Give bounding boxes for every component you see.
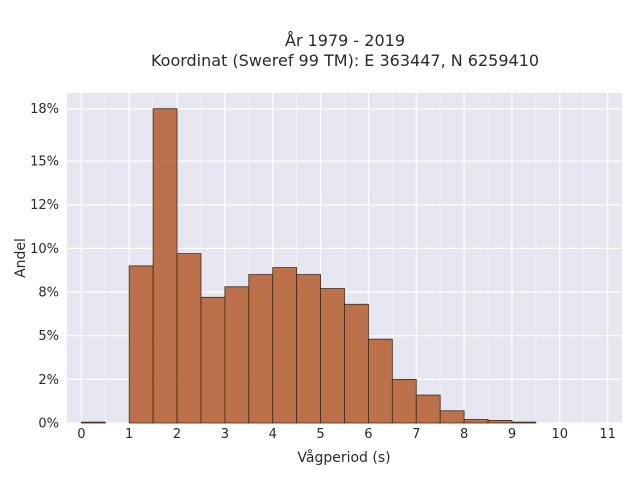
y-tick-label: 10% [30,242,59,257]
histogram-bar [200,296,226,424]
x-tick-label: 6 [364,427,372,442]
histogram-bar [487,419,513,424]
x-tick-labels: 0 1 2 3 4 5 6 7 8 9 10 11 [77,427,616,442]
y-tick-label: 8% [38,286,59,301]
chart-title-line1: År 1979 - 2019 [285,31,405,50]
histogram-bar [152,108,178,424]
y-tick-label: 2% [38,373,59,388]
histogram-bar [248,274,274,424]
x-tick-label: 5 [316,427,324,442]
histogram-bar [176,253,202,424]
x-tick-label: 8 [460,427,468,442]
y-tick-label: 15% [30,155,59,170]
y-tick-labels: 0% 2% 5% 8% 10% 12% 15% 18% [30,102,59,431]
y-axis-label: Andel [13,238,29,278]
histogram-bar [463,419,489,424]
x-tick-label: 2 [173,427,181,442]
y-tick-label: 18% [30,102,59,117]
x-tick-label: 11 [599,427,616,442]
x-axis-label: Vågperiod (s) [297,449,390,466]
chart-title-line2: Koordinat (Sweref 99 TM): E 363447, N 62… [151,51,539,70]
x-tick-label: 0 [77,427,85,442]
histogram-bar [224,286,250,424]
bars [80,108,537,424]
y-tick-label: 5% [38,329,59,344]
x-tick-label: 3 [221,427,229,442]
histogram-bar [296,274,321,424]
histogram-bar [439,410,465,424]
histogram-bar [272,267,298,424]
x-tick-label: 4 [269,427,277,442]
x-tick-label: 1 [125,427,133,442]
x-tick-label: 9 [508,427,516,442]
histogram-bar [511,421,537,424]
y-tick-label: 0% [38,417,59,432]
histogram-bar [415,394,441,424]
histogram-bar [320,288,345,424]
histogram-bar [128,265,154,424]
histogram-bar [80,421,106,424]
x-tick-label: 10 [552,427,569,442]
y-tick-label: 12% [30,198,59,213]
histogram-bar [391,378,417,424]
x-tick-label: 7 [412,427,420,442]
histogram-bar [368,338,393,424]
histogram-bar [344,303,369,424]
